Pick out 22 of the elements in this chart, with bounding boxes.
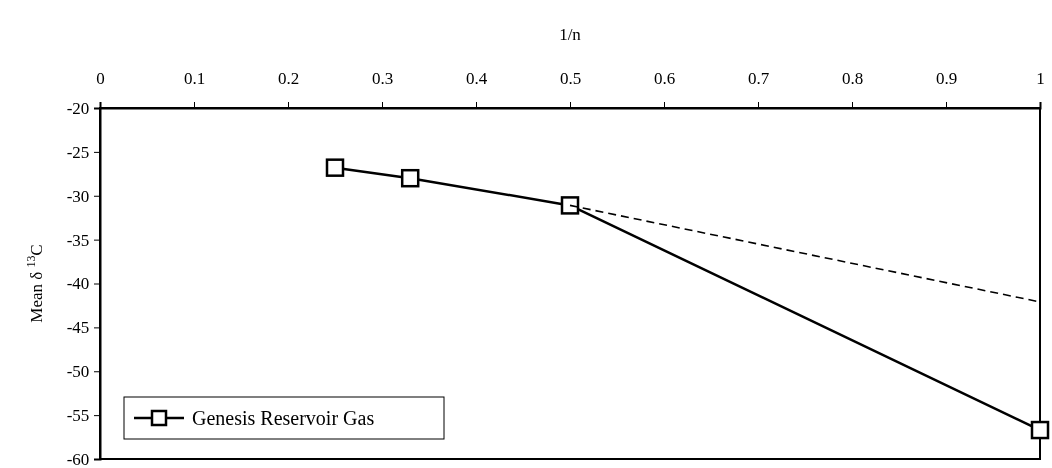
x-tick-label: 0.3 <box>371 68 394 88</box>
x-tick-label: 0.2 <box>277 68 300 88</box>
y-tick-label: -55 <box>66 406 90 426</box>
y-tick-label: -35 <box>66 230 90 250</box>
legend-label: Genesis Reservoir Gas <box>192 407 375 429</box>
x-tick-label: 0.8 <box>841 68 864 88</box>
y-tick-label: -25 <box>66 142 90 162</box>
y-tick-label: -20 <box>66 98 90 118</box>
x-tick-label: 0.4 <box>465 68 488 88</box>
x-tick-label: 0.1 <box>183 68 206 88</box>
x-tick-label: 0 <box>96 68 105 88</box>
x-tick-label: 0.6 <box>653 68 676 88</box>
x-tick-label: 0.5 <box>559 68 582 88</box>
y-tick-label: -50 <box>66 362 90 382</box>
y-tick-label: -45 <box>66 318 90 338</box>
x-tick-label: 1 <box>1036 68 1045 88</box>
x-tick-label: 0.7 <box>747 68 770 88</box>
x-tick-label: 0.9 <box>935 68 958 88</box>
x-axis-title: 1/n <box>559 25 582 44</box>
y-tick-label: -40 <box>66 274 90 294</box>
y-tick-label: -60 <box>66 449 90 468</box>
y-tick-label: -30 <box>66 186 90 206</box>
